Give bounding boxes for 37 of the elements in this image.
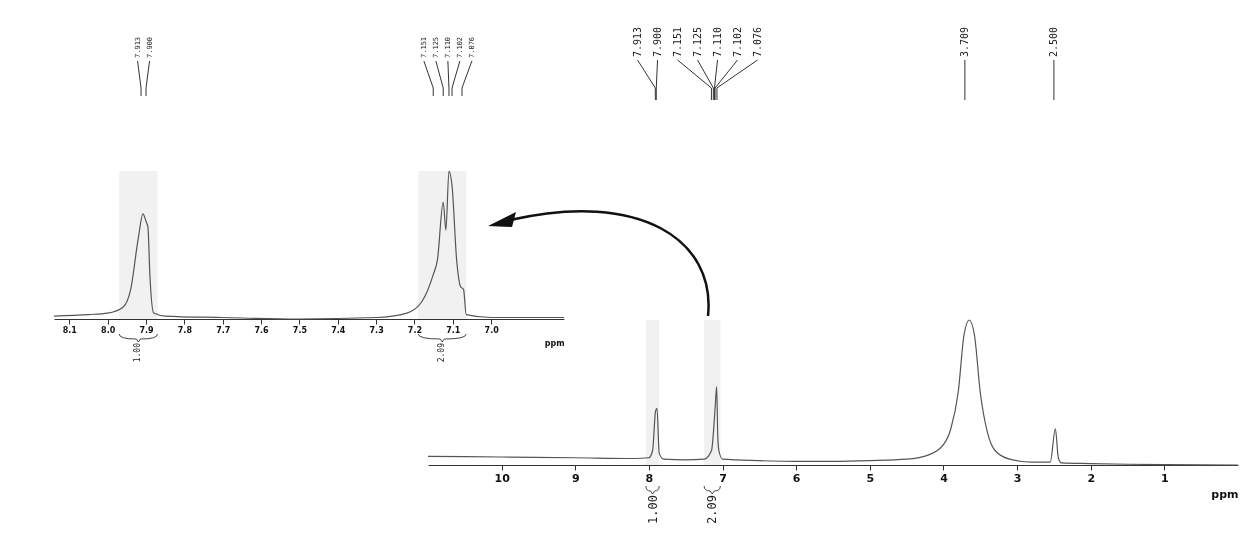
band-label: 1.00	[133, 342, 143, 363]
x-tick-label: 7.1	[446, 325, 461, 335]
x-tick-label: 7.3	[369, 325, 384, 335]
annotation: 3.709	[958, 26, 970, 57]
x-tick-label: 7	[719, 471, 727, 485]
annotation: 7.151	[671, 26, 683, 57]
x-tick-label: 8.1	[62, 325, 78, 335]
x-tick-label: 7.7	[216, 325, 231, 335]
x-tick-label: 8.0	[101, 325, 116, 335]
band-label: 1.00	[645, 495, 660, 524]
x-tick-label: 8	[645, 471, 654, 485]
x-axis-title: ppm	[1211, 487, 1239, 501]
x-tick-label: 7.6	[254, 325, 270, 335]
x-tick-label: 2	[1087, 471, 1096, 485]
x-tick-label: 10	[494, 471, 511, 485]
annotation: 7.110	[711, 26, 723, 57]
x-axis-title: ppm	[544, 338, 565, 348]
x-tick-label: 5	[866, 471, 875, 485]
band-label: 2.09	[437, 342, 447, 363]
annotation: 7.913	[631, 26, 643, 57]
annotation: 2.500	[1047, 26, 1059, 57]
x-tick-label: 3	[1013, 471, 1022, 485]
x-tick-label: 7.9	[139, 325, 155, 335]
band-label: 2.09	[705, 495, 720, 524]
x-tick-label: 1	[1161, 471, 1169, 485]
annotation: 7.900	[651, 26, 663, 57]
x-tick-label: 7.8	[177, 325, 193, 335]
annotation: 7.102	[731, 26, 743, 57]
annotation: 7.076	[751, 26, 763, 57]
x-tick-label: 9	[571, 471, 580, 485]
x-tick-label: 7.4	[331, 325, 346, 335]
x-tick-label: 7.2	[407, 325, 423, 335]
x-tick-label: 7.5	[292, 325, 308, 335]
x-tick-label: 4	[940, 471, 949, 485]
x-tick-label: 6	[792, 471, 801, 485]
annotation: 7.125	[691, 26, 703, 57]
x-tick-label: 7.0	[484, 325, 500, 335]
